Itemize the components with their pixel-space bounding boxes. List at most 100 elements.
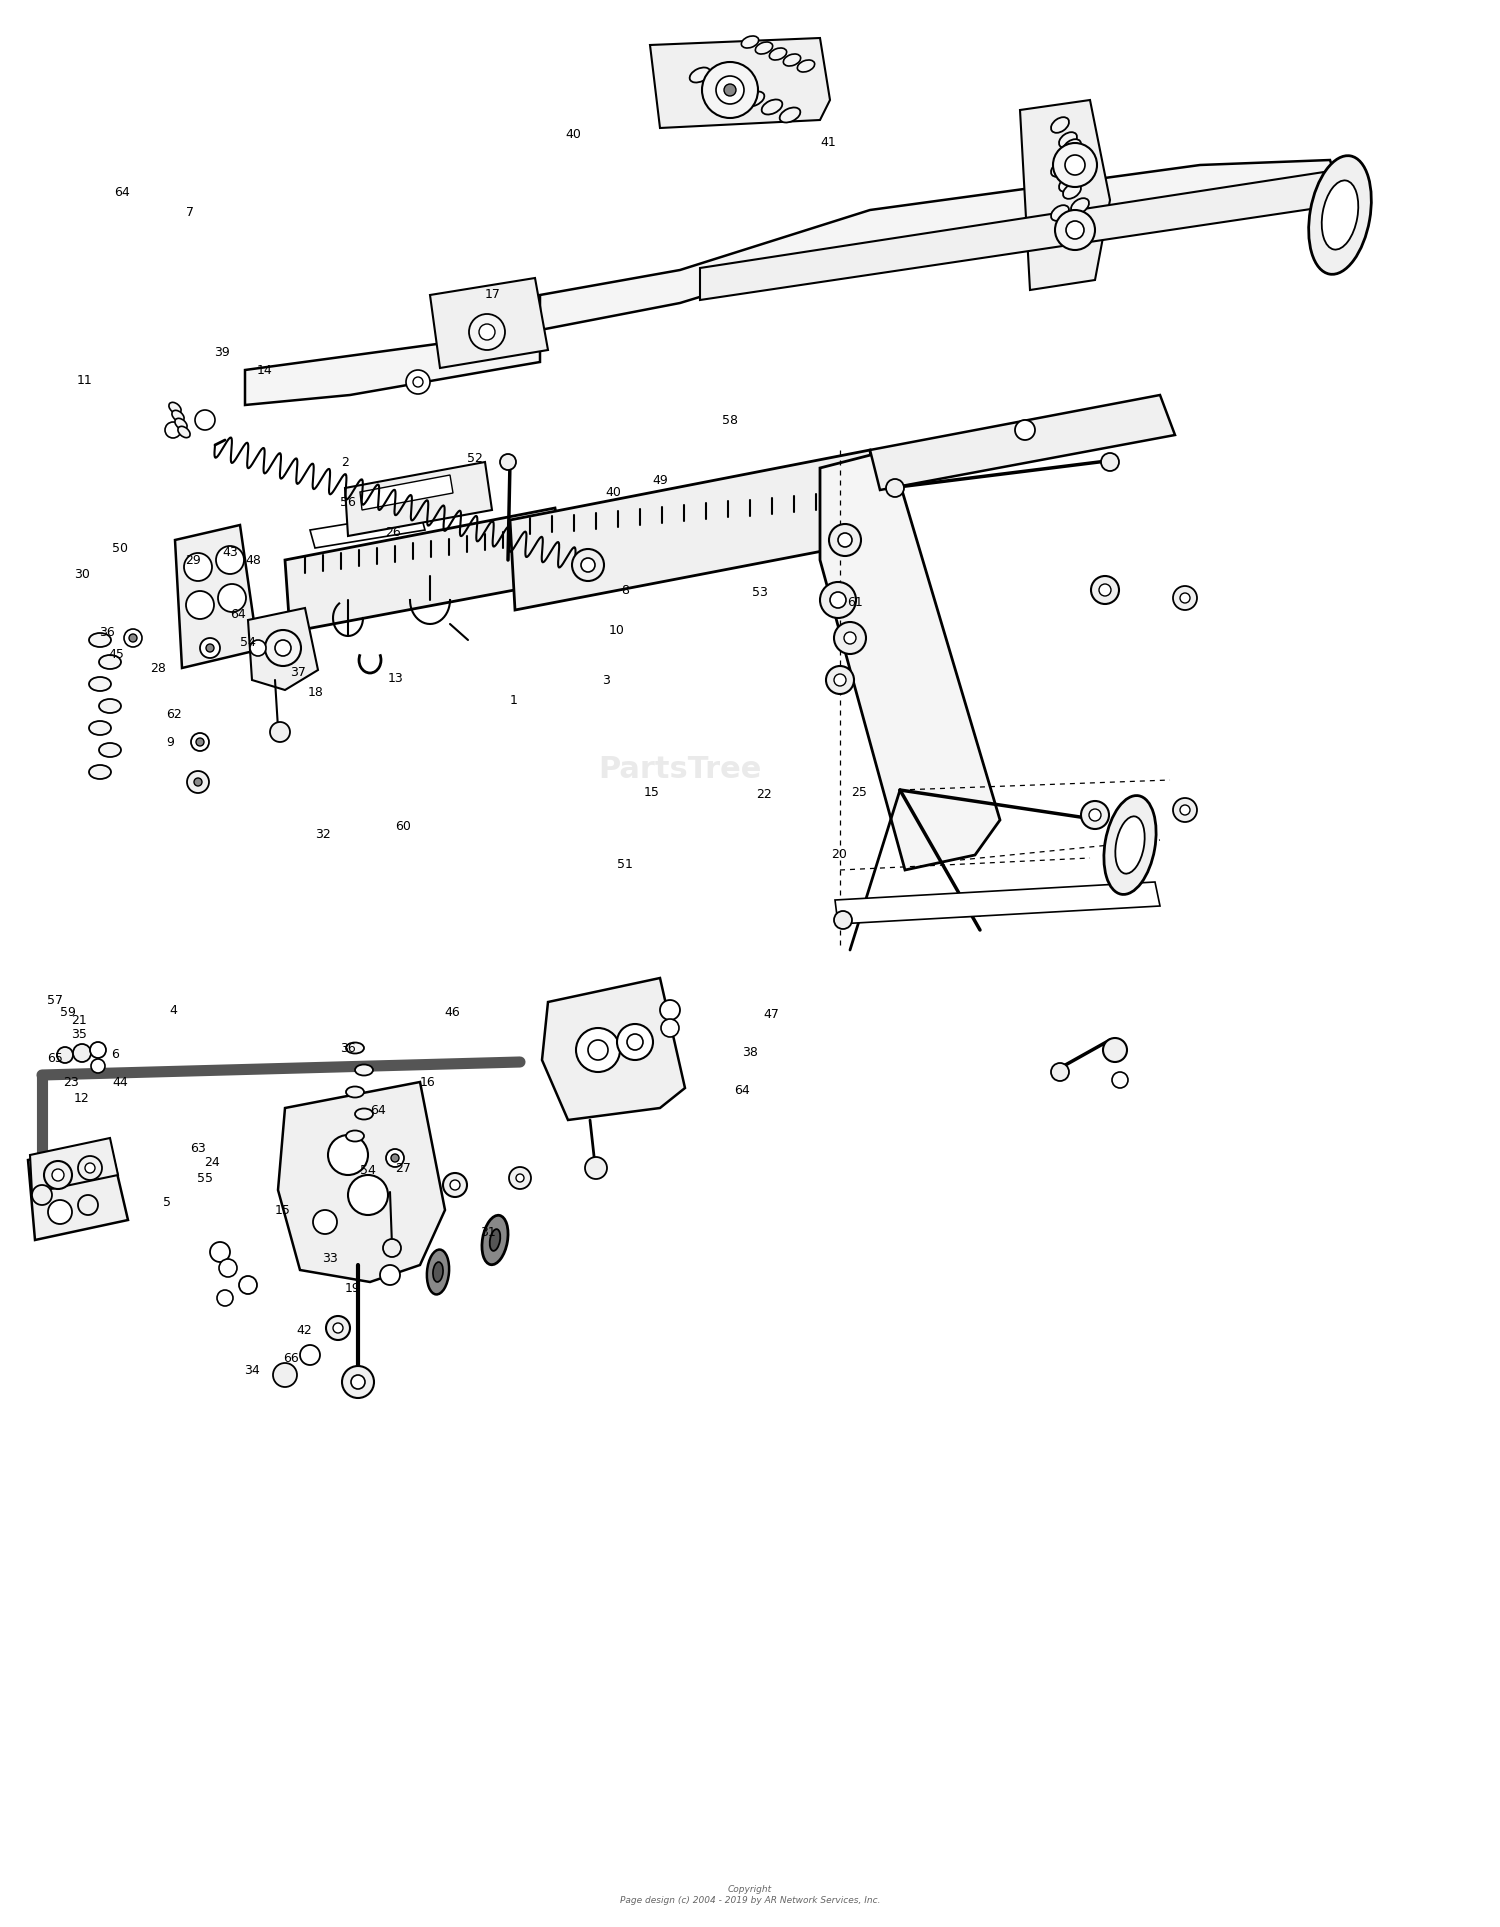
Circle shape <box>266 630 302 667</box>
Text: 31: 31 <box>480 1226 496 1239</box>
Circle shape <box>44 1160 72 1189</box>
Circle shape <box>585 1156 608 1179</box>
Circle shape <box>216 545 244 574</box>
Circle shape <box>413 378 423 387</box>
Circle shape <box>86 1164 94 1174</box>
Circle shape <box>1054 210 1095 251</box>
Circle shape <box>660 1000 680 1019</box>
Circle shape <box>509 1168 531 1189</box>
Circle shape <box>844 632 856 644</box>
Ellipse shape <box>762 100 783 114</box>
Text: 36: 36 <box>340 1041 356 1054</box>
Circle shape <box>478 324 495 339</box>
Polygon shape <box>700 168 1358 301</box>
Text: 19: 19 <box>345 1281 362 1295</box>
Ellipse shape <box>356 1064 374 1075</box>
Ellipse shape <box>1059 220 1077 235</box>
Ellipse shape <box>726 83 747 98</box>
Text: 46: 46 <box>444 1006 460 1019</box>
Text: 52: 52 <box>466 451 483 464</box>
Circle shape <box>200 638 220 657</box>
Circle shape <box>500 455 516 470</box>
Text: 10: 10 <box>609 624 625 636</box>
Text: 56: 56 <box>340 495 356 509</box>
Circle shape <box>572 549 604 582</box>
Text: 9: 9 <box>166 736 174 748</box>
Text: 2: 2 <box>340 455 350 468</box>
Polygon shape <box>360 474 453 511</box>
Text: 27: 27 <box>394 1162 411 1174</box>
Circle shape <box>333 1324 344 1333</box>
Circle shape <box>382 1239 400 1256</box>
Circle shape <box>1052 1064 1070 1081</box>
Circle shape <box>1112 1071 1128 1089</box>
Text: 54: 54 <box>360 1164 376 1177</box>
Text: 38: 38 <box>742 1046 758 1058</box>
Text: 37: 37 <box>290 667 306 680</box>
Text: 23: 23 <box>63 1077 80 1089</box>
Circle shape <box>827 667 854 694</box>
Circle shape <box>580 559 596 572</box>
Ellipse shape <box>1071 198 1089 214</box>
Ellipse shape <box>798 60 814 71</box>
Circle shape <box>238 1276 256 1295</box>
Polygon shape <box>870 395 1174 489</box>
Ellipse shape <box>88 632 111 647</box>
Text: 29: 29 <box>184 553 201 567</box>
Circle shape <box>32 1185 53 1204</box>
Polygon shape <box>278 1081 446 1281</box>
Text: 45: 45 <box>108 649 124 661</box>
Ellipse shape <box>176 418 188 430</box>
Text: Copyright
Page design (c) 2004 - 2019 by AR Network Services, Inc.: Copyright Page design (c) 2004 - 2019 by… <box>620 1885 880 1904</box>
Text: 40: 40 <box>566 129 580 141</box>
Circle shape <box>300 1345 320 1364</box>
Circle shape <box>839 534 852 547</box>
Circle shape <box>74 1044 92 1062</box>
Circle shape <box>616 1023 652 1060</box>
Text: 5: 5 <box>164 1195 171 1208</box>
Text: 15: 15 <box>274 1204 291 1216</box>
Circle shape <box>830 524 861 557</box>
Circle shape <box>1180 805 1190 815</box>
Ellipse shape <box>346 1087 364 1098</box>
Circle shape <box>1016 420 1035 439</box>
Ellipse shape <box>88 721 111 734</box>
Circle shape <box>188 771 209 794</box>
Text: 12: 12 <box>74 1091 90 1104</box>
Circle shape <box>206 644 214 651</box>
Text: 47: 47 <box>764 1008 778 1021</box>
Circle shape <box>1100 584 1112 595</box>
Circle shape <box>196 738 204 746</box>
Ellipse shape <box>1322 181 1359 251</box>
Circle shape <box>48 1201 72 1224</box>
Circle shape <box>576 1027 620 1071</box>
Text: 60: 60 <box>394 821 411 834</box>
Polygon shape <box>28 1143 128 1239</box>
Text: 15: 15 <box>644 786 660 798</box>
Circle shape <box>1089 809 1101 821</box>
Ellipse shape <box>1116 817 1144 873</box>
Text: 51: 51 <box>616 859 633 871</box>
Ellipse shape <box>756 42 772 54</box>
Circle shape <box>78 1195 98 1216</box>
Text: 1: 1 <box>510 694 518 707</box>
Circle shape <box>328 1135 368 1175</box>
Text: 11: 11 <box>76 374 93 387</box>
Circle shape <box>326 1316 350 1339</box>
Circle shape <box>251 640 266 655</box>
Text: 22: 22 <box>756 788 772 802</box>
Text: 64: 64 <box>114 185 130 198</box>
Text: 66: 66 <box>284 1351 298 1364</box>
Circle shape <box>627 1035 644 1050</box>
Circle shape <box>129 634 136 642</box>
Circle shape <box>588 1041 608 1060</box>
Circle shape <box>516 1174 524 1181</box>
Circle shape <box>342 1366 374 1397</box>
Text: 55: 55 <box>196 1172 213 1185</box>
Ellipse shape <box>172 410 184 422</box>
Circle shape <box>834 911 852 929</box>
Circle shape <box>217 584 246 613</box>
Circle shape <box>716 75 744 104</box>
Text: 33: 33 <box>322 1251 338 1264</box>
Text: 42: 42 <box>296 1324 312 1337</box>
